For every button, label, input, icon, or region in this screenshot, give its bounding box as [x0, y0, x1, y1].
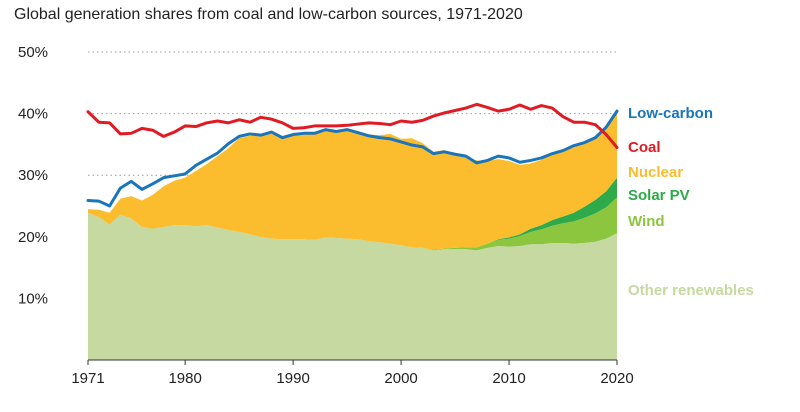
legend-layer: Low-carbon Coal Nuclear Solar PV Wind Other r…	[628, 105, 754, 299]
y-tick-label-10: 10%	[18, 290, 48, 307]
legend-label-wind: Wind	[628, 213, 665, 230]
x-tick-label-2020: 2020	[600, 370, 633, 387]
y-tick-label-30: 30%	[18, 167, 48, 184]
legend-label-nuclear: Nuclear	[628, 164, 683, 181]
legend-label-coal: Coal	[628, 139, 661, 156]
legend-label-solar-pv: Solar PV	[628, 187, 690, 204]
x-tick-label-2010: 2010	[492, 370, 525, 387]
legend-label-low-carbon: Low-carbon	[628, 105, 713, 122]
x-tick-label-1990: 1990	[276, 370, 309, 387]
line-layer	[86, 102, 619, 208]
line-coal	[86, 102, 619, 149]
area-layer	[88, 113, 617, 360]
x-tick-label-1980: 1980	[168, 370, 201, 387]
y-tick-label-40: 40%	[18, 106, 48, 123]
area-other-renewables	[88, 212, 617, 360]
axis-layer: 10% 20% 30% 40% 50% 1971 1980 1990 2000 2010 2020	[18, 44, 634, 387]
chart-title: Global generation shares from coal and l…	[14, 6, 523, 23]
x-tick-label-2000: 2000	[384, 370, 417, 387]
y-tick-label-50: 50%	[18, 44, 48, 61]
x-tick-label-1971: 1971	[71, 370, 104, 387]
area-nuclear	[88, 113, 617, 250]
line-low-carbon	[86, 109, 619, 208]
y-tick-label-20: 20%	[18, 229, 48, 246]
legend-label-other-renewables: Other renewables	[628, 282, 754, 299]
